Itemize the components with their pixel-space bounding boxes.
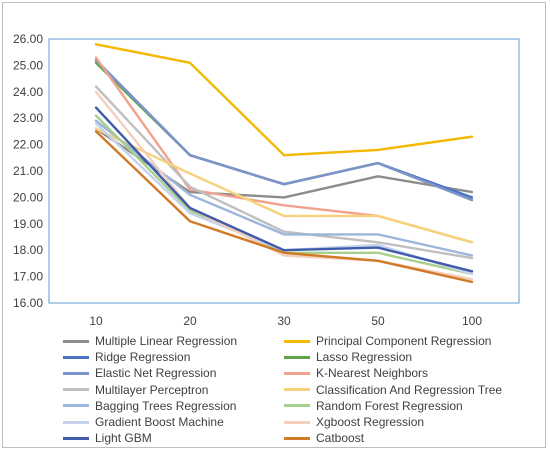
legend-label: Catboost bbox=[316, 431, 365, 446]
legend-item: Bagging Trees Regression bbox=[63, 398, 278, 414]
series-line-6 bbox=[94, 56, 474, 244]
y-tick-label: 20.00 bbox=[13, 190, 43, 204]
legend-item: Multiple Linear Regression bbox=[63, 333, 278, 349]
series-line-8 bbox=[94, 127, 474, 244]
y-tick-label: 26.00 bbox=[13, 32, 43, 46]
x-tick-label: 10 bbox=[89, 314, 103, 328]
y-tick-label: 25.00 bbox=[13, 58, 43, 72]
legend-item: Light GBM bbox=[63, 430, 278, 446]
y-tick-label: 16.00 bbox=[13, 296, 43, 310]
x-tick-label: 100 bbox=[462, 314, 482, 328]
legend-item: Multilayer Perceptron bbox=[63, 382, 278, 398]
legend-item: Classification And Regression Tree bbox=[284, 382, 524, 398]
legend-swatch bbox=[284, 371, 310, 375]
legend-swatch bbox=[63, 420, 89, 424]
y-tick-label: 21.00 bbox=[13, 164, 43, 178]
legend-item: K-Nearest Neighbors bbox=[284, 365, 524, 381]
legend-label: Multilayer Perceptron bbox=[95, 382, 209, 397]
series-line-13 bbox=[94, 106, 474, 273]
legend-label: Ridge Regression bbox=[95, 350, 191, 365]
legend-item: Lasso Regression bbox=[284, 349, 524, 365]
legend-item: Elastic Net Regression bbox=[63, 365, 278, 381]
legend-swatch bbox=[63, 404, 89, 408]
legend-swatch bbox=[284, 388, 310, 392]
legend-swatch bbox=[63, 371, 89, 375]
legend-label: Random Forest Regression bbox=[316, 398, 463, 413]
legend-swatch bbox=[63, 339, 89, 343]
y-tick-label: 19.00 bbox=[13, 217, 43, 231]
legend-swatch bbox=[284, 355, 310, 359]
legend-label: Elastic Net Regression bbox=[95, 366, 217, 381]
legend: Multiple Linear Regression Principal Comp… bbox=[63, 333, 533, 446]
y-tick-label: 24.00 bbox=[13, 85, 43, 99]
y-tick-label: 17.00 bbox=[13, 270, 43, 284]
legend-label: Xgboost Regression bbox=[316, 415, 425, 430]
legend-swatch bbox=[284, 436, 310, 440]
legend-item: Random Forest Regression bbox=[284, 398, 524, 414]
x-tick-label: 20 bbox=[183, 314, 197, 328]
legend-item: Xgboost Regression bbox=[284, 414, 524, 430]
y-tick-label: 18.00 bbox=[13, 243, 43, 257]
series-line-2 bbox=[94, 43, 474, 157]
legend-swatch bbox=[63, 355, 89, 359]
series-line-4 bbox=[94, 61, 474, 202]
legend-item: Gradient Boost Machine bbox=[63, 414, 278, 430]
series-line-5 bbox=[94, 58, 474, 202]
x-tick-label: 50 bbox=[371, 314, 385, 328]
x-tick-label: 30 bbox=[277, 314, 291, 328]
legend-item: Ridge Regression bbox=[63, 349, 278, 365]
y-tick-label: 22.00 bbox=[13, 138, 43, 152]
legend-label: K-Nearest Neighbors bbox=[316, 366, 429, 381]
legend-swatch bbox=[63, 388, 89, 392]
legend-label: Gradient Boost Machine bbox=[95, 415, 224, 430]
legend-swatch bbox=[284, 404, 310, 408]
legend-label: Classification And Regression Tree bbox=[316, 382, 503, 397]
legend-swatch bbox=[284, 339, 310, 343]
legend-label: Lasso Regression bbox=[316, 350, 413, 365]
legend-item: Principal Component Regression bbox=[284, 333, 524, 349]
series-line-9 bbox=[94, 119, 474, 257]
line-chart: 16.00 17.00 18.00 19.00 20.00 21.00 22.00 23.00… bbox=[13, 32, 520, 328]
legend-label: Bagging Trees Regression bbox=[95, 398, 237, 413]
legend-swatch bbox=[284, 420, 310, 424]
legend-label: Multiple Linear Regression bbox=[95, 334, 238, 349]
legend-label: Principal Component Regression bbox=[316, 334, 492, 349]
y-tick-label: 23.00 bbox=[13, 111, 43, 125]
legend-item: Catboost bbox=[284, 430, 524, 446]
plot-area bbox=[48, 38, 520, 304]
chart-figure: 16.00 17.00 18.00 19.00 20.00 21.00 22.00 23.00… bbox=[2, 2, 546, 448]
series-line-7 bbox=[94, 85, 474, 260]
legend-swatch bbox=[63, 436, 89, 440]
legend-label: Light GBM bbox=[95, 431, 152, 446]
series-line-14 bbox=[94, 130, 474, 284]
